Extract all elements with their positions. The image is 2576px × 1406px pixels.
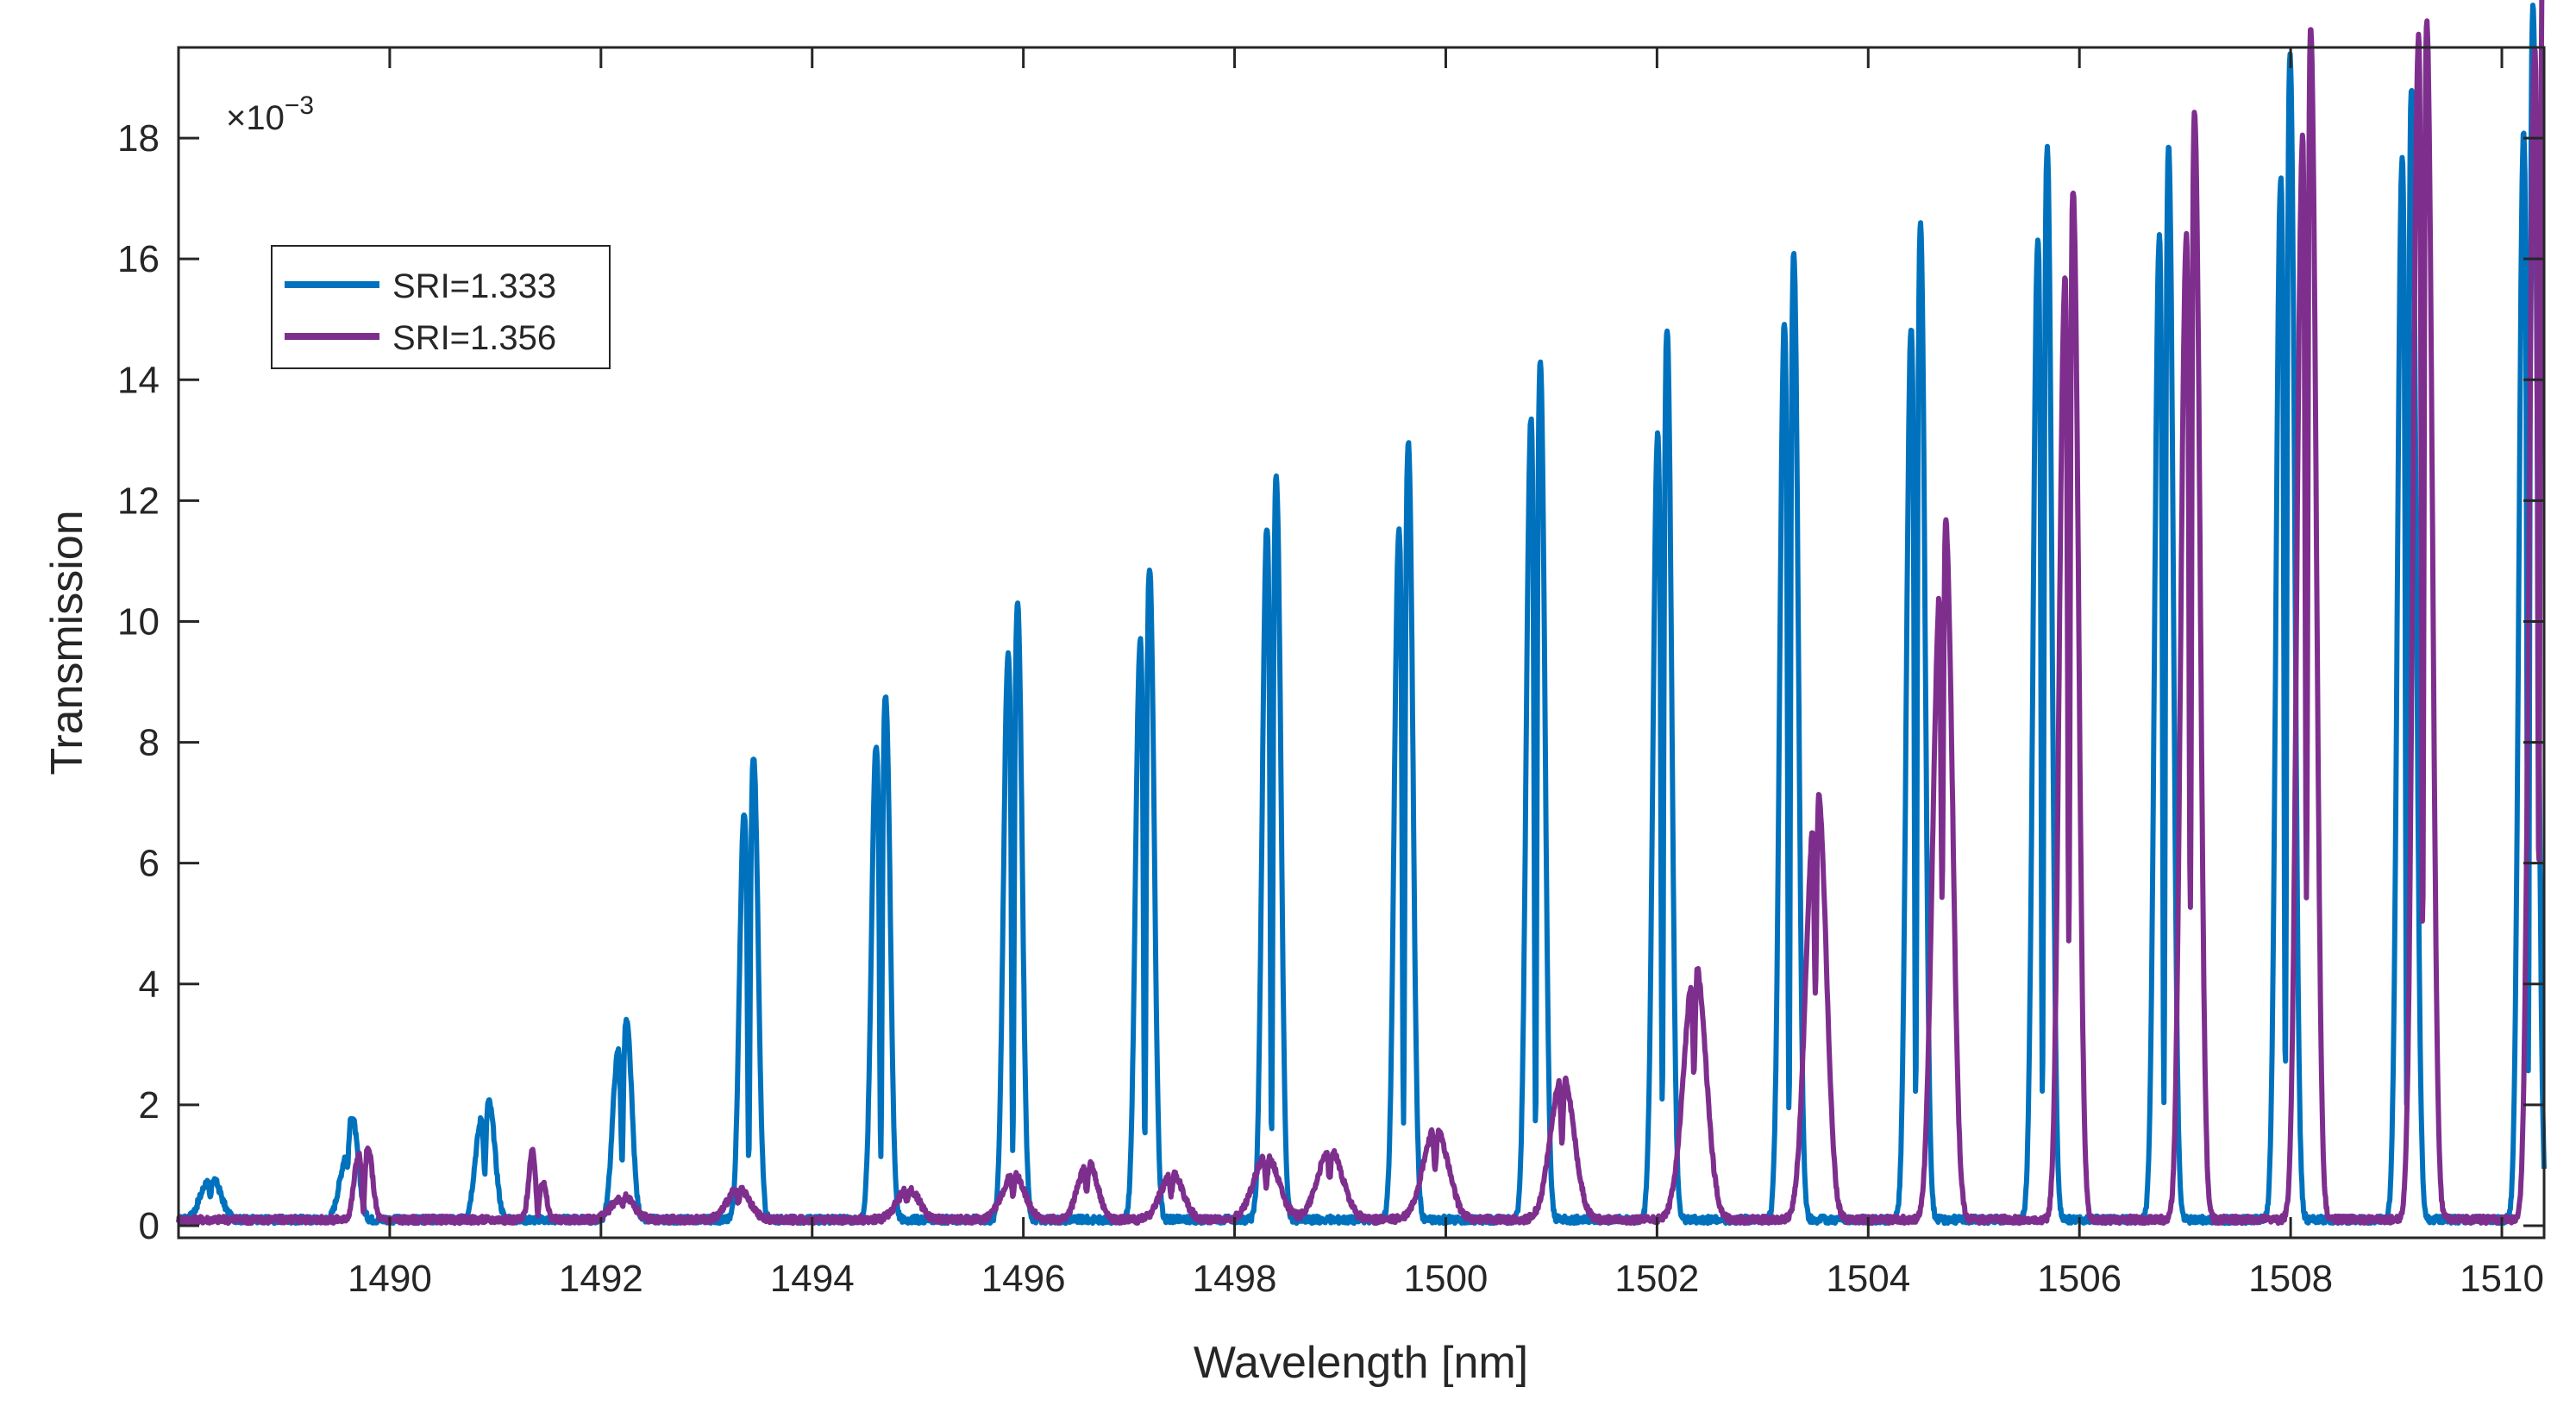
x-tick-label: 1508 xyxy=(2248,1258,2333,1300)
y-tick-label: 16 xyxy=(117,238,160,280)
plot-frame xyxy=(177,46,2546,1240)
y-tick-label: 4 xyxy=(139,963,160,1006)
y-tick-label: 2 xyxy=(139,1084,160,1127)
y-tick-label: 0 xyxy=(139,1205,160,1247)
legend-label-sri-1333: SRI=1.333 xyxy=(392,267,556,305)
x-tick-label: 1492 xyxy=(559,1258,643,1300)
y-axis-ticks: 0 2 4 6 8 10 12 14 16 18 xyxy=(117,117,2544,1247)
y-tick-label: 10 xyxy=(117,600,160,643)
legend-box xyxy=(271,245,611,369)
y-tick-label: 8 xyxy=(139,722,160,764)
x-axis-ticks: 1490 1492 1494 1496 1498 1500 1502 1504 1506 1508… xyxy=(348,47,2544,1300)
y-tick-label: 18 xyxy=(117,117,160,160)
x-tick-label: 1494 xyxy=(770,1258,855,1300)
legend-label-sri-1356: SRI=1.356 xyxy=(392,319,556,357)
x-tick-label: 1496 xyxy=(981,1258,1066,1300)
x-tick-label: 1510 xyxy=(2460,1258,2544,1300)
series-line-sri-1356 xyxy=(176,0,2545,1227)
x-tick-label: 1506 xyxy=(2037,1258,2122,1300)
x-axis-label: Wavelength [nm] xyxy=(1194,1338,1528,1388)
x-tick-label: 1498 xyxy=(1193,1258,1277,1300)
x-tick-label: 1504 xyxy=(1826,1258,1910,1300)
x-tick-label: 1500 xyxy=(1404,1258,1489,1300)
y-exponent-label: ×10−3 xyxy=(226,91,314,137)
series-layer xyxy=(176,0,2547,1227)
y-tick-label: 6 xyxy=(139,843,160,885)
x-tick-label: 1490 xyxy=(348,1258,432,1300)
legend: SRI=1.333 SRI=1.356 xyxy=(271,245,611,369)
y-tick-label: 12 xyxy=(117,480,160,522)
y-tick-label: 14 xyxy=(117,359,160,401)
y-axis-label: Transmission xyxy=(42,510,92,775)
x-tick-label: 1502 xyxy=(1614,1258,1699,1300)
